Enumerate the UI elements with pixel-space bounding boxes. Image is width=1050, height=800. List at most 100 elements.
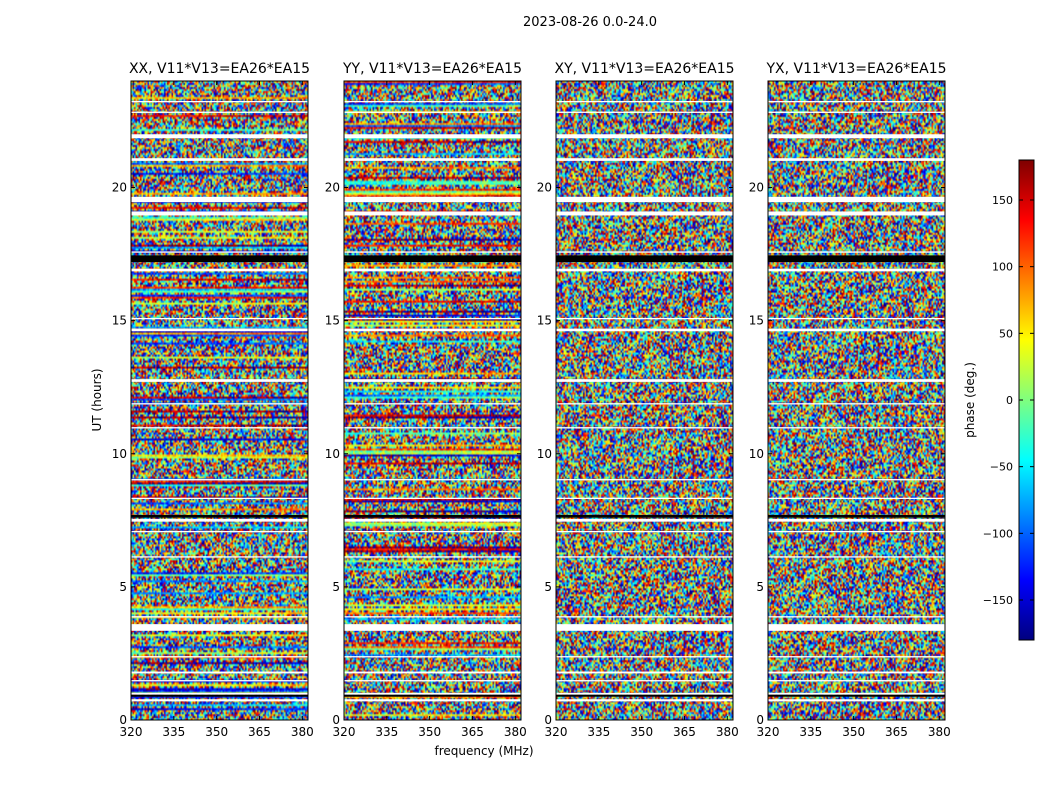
blank-band — [131, 497, 308, 500]
panel-3: XY, V11*V13=EA26*EA15 320 335 350 365 380 0 5 10… — [537, 61, 739, 739]
flagged-band — [131, 694, 308, 697]
blank-band — [344, 624, 521, 631]
x-tick-label: 320 — [757, 725, 780, 739]
panel-title: YX, V11*V13=EA26*EA15 — [765, 61, 946, 77]
flagged-band — [556, 694, 733, 697]
blank-band — [344, 196, 521, 203]
flagged-band — [131, 514, 308, 518]
blank-band — [344, 317, 521, 320]
colorbar-tick-label: 150 — [992, 194, 1013, 207]
x-tick-label: 320 — [333, 725, 356, 739]
x-tick-label: 380 — [504, 725, 527, 739]
blank-band — [556, 497, 733, 500]
heatmap-image — [344, 81, 521, 720]
blank-band — [344, 427, 521, 429]
blank-band — [344, 379, 521, 382]
flagged-band — [768, 694, 945, 697]
blank-band — [344, 616, 521, 618]
blank-band — [344, 403, 521, 405]
panel-title: YY, V11*V13=EA26*EA15 — [342, 61, 522, 77]
blank-band — [556, 328, 733, 332]
blank-band — [556, 530, 733, 533]
blank-band — [344, 518, 521, 522]
y-tick-label: 15 — [325, 314, 340, 328]
blank-band — [768, 671, 945, 674]
panel-4: YX, V11*V13=EA26*EA15 320 335 350 365 380 0 5 10… — [749, 61, 951, 739]
blank-band — [768, 196, 945, 203]
y-tick-label: 0 — [332, 713, 340, 727]
blank-band — [768, 317, 945, 320]
blank-band — [131, 317, 308, 320]
y-tick-label: 0 — [756, 713, 764, 727]
y-tick-label: 20 — [537, 181, 552, 195]
panel-1: XX, V11*V13=EA26*EA15 320 335 350 365 380 0 5 10… — [112, 61, 314, 739]
blank-band — [344, 268, 521, 272]
blank-band — [556, 680, 733, 682]
y-tick-label: 10 — [325, 447, 340, 461]
colorbar-tick-label: −100 — [983, 527, 1013, 540]
blank-band — [768, 692, 945, 695]
blank-band — [556, 518, 733, 522]
x-tick-label: 335 — [587, 725, 610, 739]
flagged-band — [344, 694, 521, 697]
blank-band — [556, 656, 733, 658]
blank-band — [556, 427, 733, 429]
x-tick-label: 350 — [205, 725, 228, 739]
x-tick-label: 365 — [248, 725, 271, 739]
blank-band — [768, 134, 945, 139]
figure-title: 2023-08-26 0.0-24.0 — [523, 15, 657, 30]
blank-band — [768, 268, 945, 272]
blank-band — [768, 680, 945, 682]
blank-band — [344, 530, 521, 533]
blank-band — [768, 403, 945, 405]
x-tick-label: 350 — [418, 725, 441, 739]
blank-band — [344, 328, 521, 332]
panel-title: XY, V11*V13=EA26*EA15 — [554, 61, 734, 77]
blank-band — [131, 158, 308, 161]
y-tick-label: 10 — [537, 447, 552, 461]
blank-band — [131, 403, 308, 405]
blank-band — [768, 556, 945, 558]
y-tick-label: 20 — [749, 181, 764, 195]
blank-band — [556, 699, 733, 702]
blank-band — [556, 624, 733, 631]
x-tick-label: 320 — [545, 725, 568, 739]
colorbar-label: phase (deg.) — [963, 362, 977, 438]
blank-band — [556, 317, 733, 320]
blank-band — [768, 427, 945, 429]
blank-band — [768, 211, 945, 216]
blank-band — [768, 616, 945, 618]
blank-band — [344, 699, 521, 702]
blank-band — [768, 497, 945, 500]
y-tick-label: 15 — [749, 314, 764, 328]
blank-band — [344, 211, 521, 216]
blank-band — [131, 656, 308, 658]
blank-band — [768, 479, 945, 481]
blank-band — [768, 656, 945, 658]
blank-band — [556, 111, 733, 113]
x-tick-label: 350 — [842, 725, 865, 739]
heatmap-image — [556, 81, 733, 720]
y-tick-label: 5 — [119, 580, 127, 594]
blank-band — [131, 328, 308, 332]
blank-band — [556, 251, 733, 253]
flagged-band — [768, 514, 945, 518]
blank-band — [131, 251, 308, 253]
panel-frame — [343, 80, 522, 721]
blank-band — [556, 479, 733, 481]
y-tick-label: 20 — [112, 181, 127, 195]
blank-band — [556, 692, 733, 695]
blank-band — [768, 100, 945, 103]
blank-band — [344, 671, 521, 674]
flagged-band — [556, 255, 733, 263]
blank-band — [131, 479, 308, 481]
x-tick-label: 320 — [120, 725, 143, 739]
blank-band — [556, 134, 733, 139]
x-tick-label: 335 — [375, 725, 398, 739]
x-tick-label: 350 — [630, 725, 653, 739]
blank-band — [768, 624, 945, 631]
heatmap-image — [768, 81, 945, 720]
blank-band — [344, 656, 521, 658]
panel-title: XX, V11*V13=EA26*EA15 — [129, 61, 310, 77]
blank-band — [768, 158, 945, 161]
